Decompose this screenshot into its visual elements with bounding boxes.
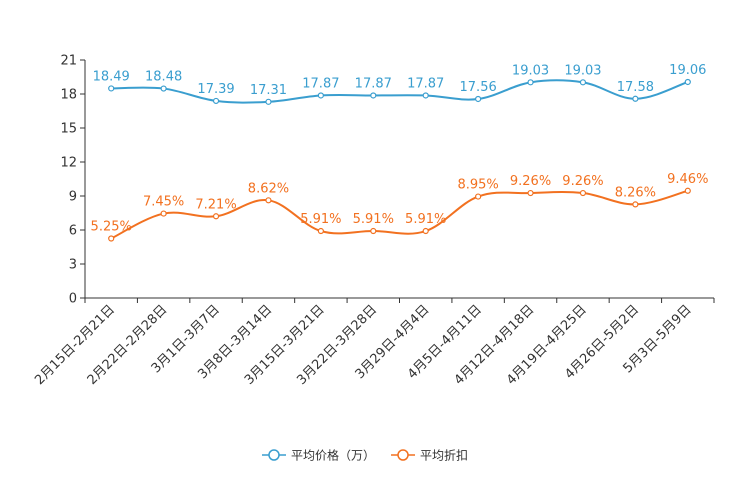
data-label: 5.91%	[405, 212, 446, 227]
series-line	[111, 79, 689, 104]
data-label: 17.56	[460, 80, 497, 95]
data-label: 19.03	[564, 63, 601, 78]
data-point[interactable]	[579, 189, 587, 197]
data-point[interactable]	[108, 235, 115, 242]
y-tick-label: 6	[69, 224, 77, 239]
data-point[interactable]	[160, 210, 167, 217]
data-point[interactable]	[632, 201, 639, 208]
data-labels: 18.49 18.48 17.39 17.31 17.87 17.87 17.87 17.56…	[91, 63, 709, 235]
y-tick-label: 12	[60, 156, 77, 171]
series-0	[108, 78, 691, 105]
data-point[interactable]	[317, 227, 324, 235]
legend-item-0[interactable]: 平均价格（万）	[262, 448, 375, 463]
data-label: 18.48	[145, 70, 182, 85]
data-point[interactable]	[317, 92, 324, 99]
data-point[interactable]	[579, 79, 587, 86]
y-tick-label: 9	[69, 190, 77, 205]
data-label: 5.25%	[91, 220, 132, 235]
data-label: 8.26%	[615, 185, 656, 200]
data-point[interactable]	[684, 78, 691, 86]
data-point[interactable]	[684, 187, 691, 194]
legend[interactable]: 平均价格（万） 平均折扣	[262, 448, 468, 463]
data-label: 19.03	[512, 63, 549, 78]
legend-label: 平均价格（万）	[291, 448, 375, 463]
data-point[interactable]	[212, 97, 220, 105]
data-label: 17.87	[355, 76, 392, 91]
legend-swatch-marker	[268, 449, 280, 461]
data-label: 17.87	[302, 76, 339, 91]
data-point[interactable]	[527, 189, 534, 197]
y-tick-label: 18	[60, 88, 77, 103]
data-point[interactable]	[108, 85, 115, 92]
data-label: 8.62%	[248, 181, 289, 196]
data-label: 7.21%	[195, 197, 236, 212]
data-label: 5.91%	[353, 212, 394, 227]
legend-label: 平均折扣	[420, 448, 468, 463]
data-point[interactable]	[212, 213, 220, 220]
y-tick-label: 21	[60, 54, 77, 69]
series-1	[108, 187, 691, 242]
data-point[interactable]	[475, 193, 482, 200]
data-label: 5.91%	[300, 212, 341, 227]
data-label: 9.26%	[562, 174, 603, 189]
data-point[interactable]	[160, 85, 167, 92]
data-point[interactable]	[422, 227, 429, 235]
data-label: 17.31	[250, 83, 287, 98]
legend-swatch-marker	[397, 449, 409, 461]
data-point[interactable]	[475, 95, 482, 103]
legend-item-1[interactable]: 平均折扣	[391, 448, 468, 463]
data-point[interactable]	[632, 95, 639, 102]
y-tick-label: 0	[69, 292, 77, 307]
data-point[interactable]	[265, 98, 272, 105]
data-label: 17.58	[617, 80, 654, 95]
data-label: 19.06	[669, 63, 706, 78]
data-label: 8.95%	[457, 178, 498, 193]
data-label: 9.46%	[667, 172, 708, 187]
data-point[interactable]	[527, 79, 534, 86]
data-label: 7.45%	[143, 195, 184, 210]
y-tick-label: 3	[69, 258, 77, 273]
data-label: 18.49	[93, 69, 130, 84]
y-tick-label: 15	[60, 122, 77, 137]
series-layer	[108, 78, 691, 242]
data-label: 17.39	[197, 82, 234, 97]
data-label: 17.87	[407, 76, 444, 91]
data-point[interactable]	[370, 92, 377, 99]
data-point[interactable]	[265, 197, 272, 204]
data-label: 9.26%	[510, 174, 551, 189]
data-point[interactable]	[370, 227, 377, 235]
data-point[interactable]	[422, 92, 429, 99]
